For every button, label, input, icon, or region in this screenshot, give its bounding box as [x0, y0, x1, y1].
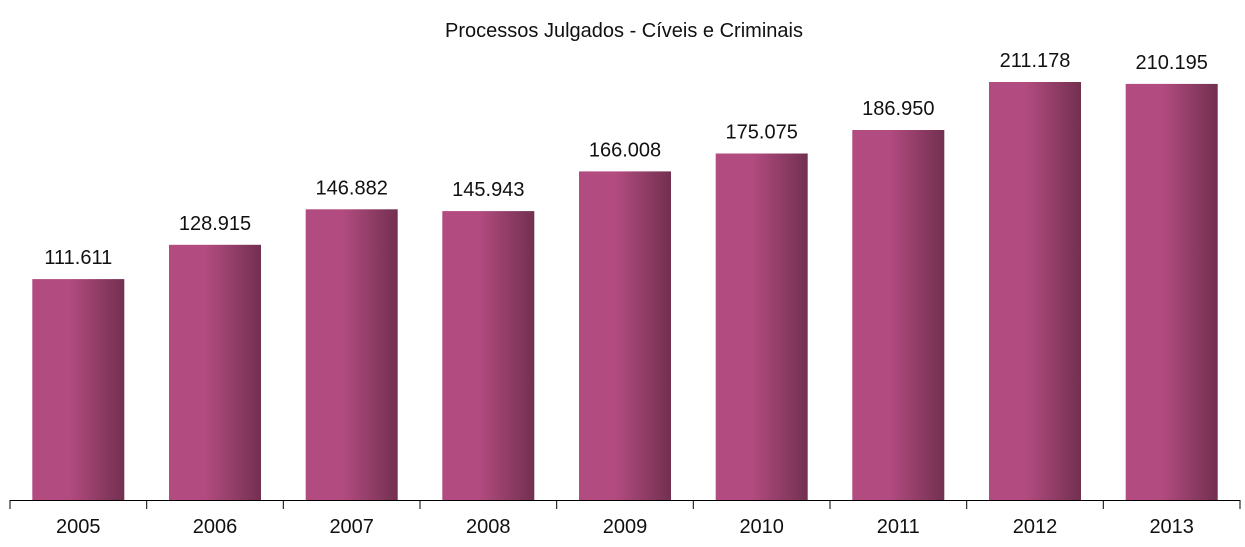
- x-tick-label-2005: 2005: [56, 516, 101, 538]
- value-labels-layer: 111.611 128.915 146.882 145.943 166.008 175.0…: [44, 50, 1207, 269]
- value-label-2013: 210.195: [1136, 52, 1208, 74]
- value-label-2010: 175.075: [726, 122, 798, 144]
- bar-2013: [1125, 83, 1218, 501]
- value-label-2009: 166.008: [589, 139, 661, 161]
- value-label-2007: 146.882: [316, 177, 388, 199]
- value-label-2008: 145.943: [452, 179, 524, 201]
- value-label-2005: 111.611: [44, 247, 112, 269]
- x-tick-label-2007: 2007: [329, 516, 374, 538]
- chart-title: Processos Julgados - Cíveis e Criminais: [445, 20, 803, 42]
- bar-2005: [32, 279, 125, 500]
- value-label-2011: 186.950: [862, 98, 934, 120]
- value-label-2012: 211.178: [1000, 50, 1071, 72]
- bar-2006: [169, 244, 261, 500]
- bar-2007: [305, 209, 398, 501]
- value-label-2006: 128.915: [179, 213, 251, 235]
- x-tick-label-2011: 2011: [877, 516, 920, 538]
- x-tick-label-2012: 2012: [1013, 516, 1058, 538]
- bar-2008: [442, 211, 535, 500]
- bar-2012: [989, 82, 1081, 500]
- x-tick-label-2013: 2013: [1149, 516, 1194, 538]
- x-tick-label-2010: 2010: [739, 516, 784, 538]
- x-tick-label-2009: 2009: [603, 516, 648, 538]
- bar-2009: [579, 171, 671, 500]
- x-tick-label-2008: 2008: [466, 516, 511, 538]
- bar-2010: [715, 153, 808, 500]
- bars-layer: [32, 82, 1218, 501]
- x-tick-label-2006: 2006: [193, 516, 238, 538]
- bar-2011: [852, 130, 945, 500]
- x-axis: 2005 2006 2007 2008 2009 2010 2011 2012 2013: [9, 500, 1241, 538]
